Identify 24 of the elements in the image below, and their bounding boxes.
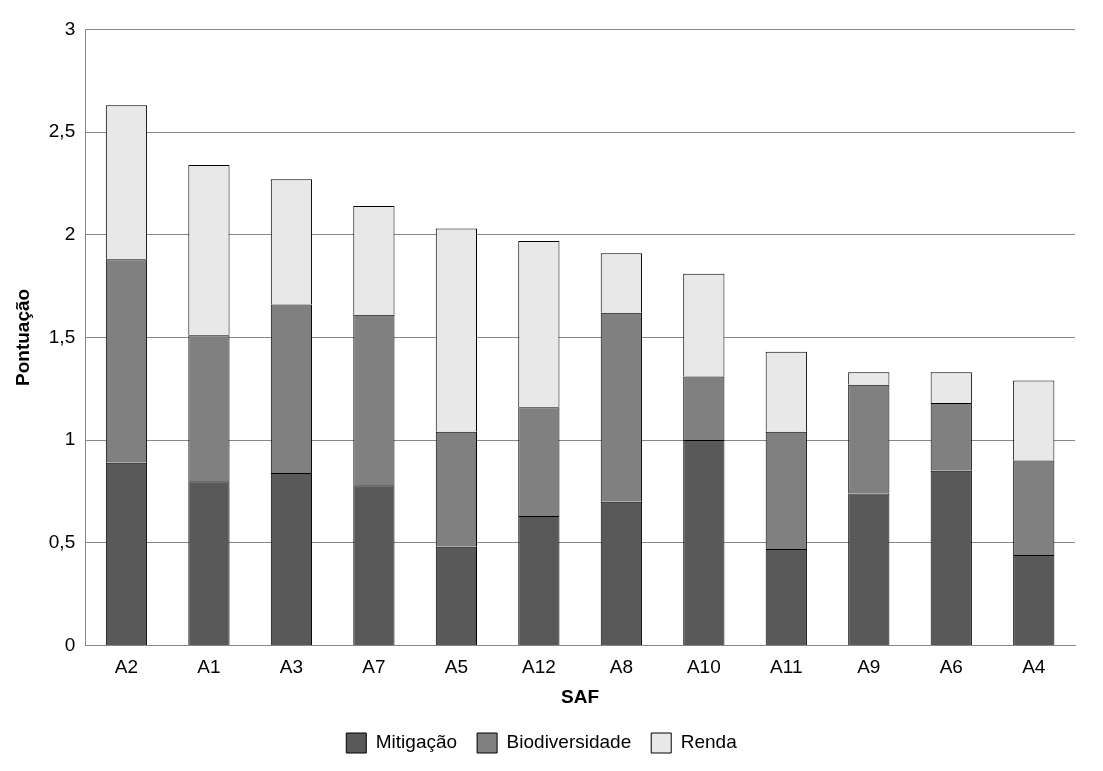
x-tick-label: A1 (197, 656, 221, 678)
legend-label: Biodiversidade (506, 731, 632, 753)
x-axis-title: SAF (561, 685, 600, 707)
x-tick-label: A5 (444, 656, 469, 678)
x-tick-label: A4 (1022, 656, 1046, 678)
legend-label: Mitigação (375, 731, 458, 753)
x-tick-label: A8 (609, 656, 633, 678)
y-tick-label: 2,5 (48, 120, 76, 142)
x-tick-label: A2 (114, 656, 139, 678)
x-tick-label: A6 (939, 656, 963, 678)
y-tick-label: 1,5 (48, 325, 76, 347)
x-tick-label: A12 (521, 656, 556, 678)
x-tick-label: A3 (279, 656, 304, 678)
y-tick-label: 1 (64, 428, 76, 450)
legend-label: Renda (680, 731, 738, 753)
y-tick-label: 3 (64, 17, 76, 39)
x-tick-label: A9 (857, 656, 881, 678)
y-tick-label: 0,5 (48, 530, 76, 552)
x-tick-label: A7 (362, 656, 386, 678)
x-tick-label: A10 (686, 656, 721, 678)
y-axis-title: Pontuação (11, 288, 33, 386)
y-tick-label: 0 (64, 633, 76, 655)
x-tick-label: A11 (770, 656, 803, 678)
y-tick-label: 2 (64, 222, 76, 244)
